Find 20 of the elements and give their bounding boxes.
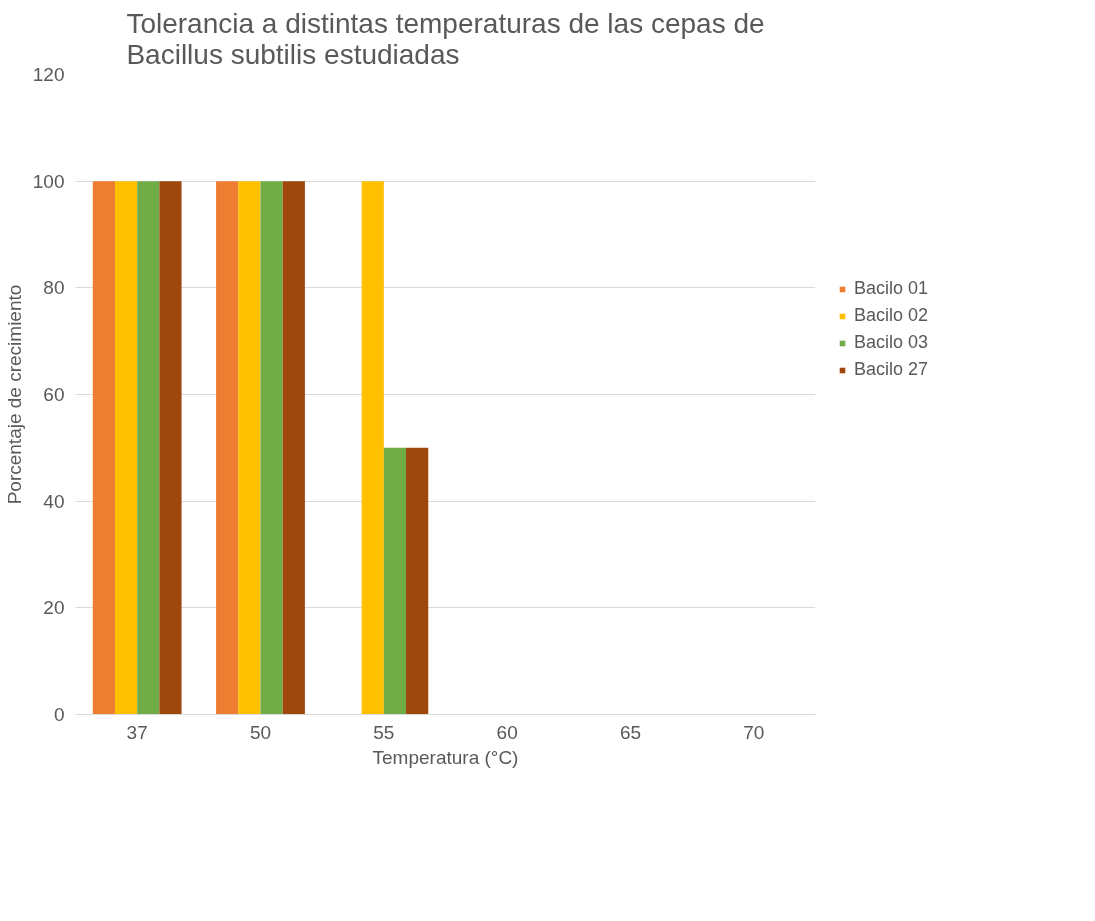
chart-title: Tolerancia a distintas temperaturas de las cepas de Bacillus subtilis estudiadas bbox=[126, 7, 765, 70]
x-tick-label: 55 bbox=[373, 721, 395, 743]
y-tick-label: 120 bbox=[32, 64, 65, 85]
x-tick-label: 50 bbox=[249, 721, 272, 743]
y-tick-label: 100 bbox=[32, 170, 65, 192]
legend-label: Bacilo 02 bbox=[854, 305, 929, 326]
y-tick-label: 80 bbox=[43, 277, 65, 299]
legend-label: Bacilo 03 bbox=[854, 332, 929, 353]
y-tick-label: 0 bbox=[53, 704, 65, 725]
x-tick-label: 65 bbox=[619, 721, 642, 743]
y-tick-label: 20 bbox=[43, 597, 65, 619]
x-tick-label: 70 bbox=[743, 721, 765, 743]
y-tick-label: 40 bbox=[43, 490, 65, 512]
x-tick-label: 60 bbox=[496, 721, 518, 743]
legend-label: Bacilo 27 bbox=[854, 359, 929, 380]
legend-label: Bacilo 01 bbox=[854, 278, 929, 299]
y-tick-label: 60 bbox=[43, 384, 65, 405]
x-axis-title: Temperatura (°C) bbox=[372, 746, 519, 768]
y-axis-title: Porcentaje de crecimiento bbox=[3, 284, 25, 505]
x-tick-label: 37 bbox=[126, 721, 148, 743]
